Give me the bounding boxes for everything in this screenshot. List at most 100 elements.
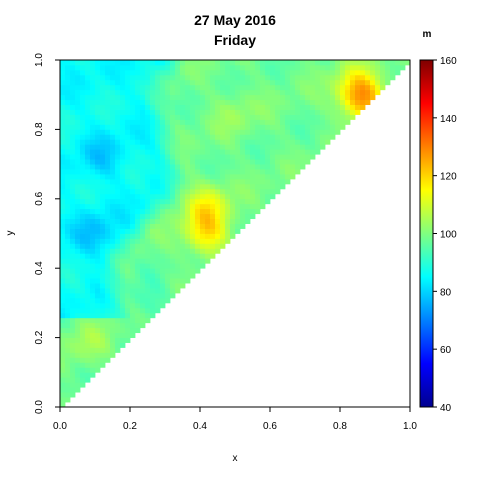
heatmap-cell [180, 238, 186, 244]
heatmap-cell [385, 74, 391, 81]
heatmap-cell [115, 332, 121, 338]
heatmap-cell [235, 213, 241, 220]
heatmap-cell [175, 134, 181, 140]
heatmap-cell [205, 119, 211, 125]
heatmap-cell [190, 218, 196, 224]
heatmap-cell [80, 322, 86, 329]
heatmap-cell [140, 79, 146, 86]
heatmap-cell [90, 327, 96, 334]
heatmap-cell [315, 124, 321, 130]
heatmap-cell [275, 79, 281, 86]
heatmap-cell [135, 69, 141, 76]
heatmap-cell [110, 258, 116, 264]
heatmap-cell [205, 104, 211, 110]
heatmap-cell [80, 253, 86, 259]
heatmap-cell [195, 134, 201, 140]
heatmap-cell [105, 297, 111, 304]
heatmap-cell [375, 74, 381, 81]
heatmap-cell [165, 183, 171, 190]
heatmap-cell [135, 193, 141, 200]
heatmap-cell [175, 84, 181, 91]
heatmap-cell [80, 74, 86, 81]
heatmap-cell [370, 60, 376, 66]
heatmap-cell [320, 94, 326, 101]
heatmap-cell [215, 159, 221, 165]
heatmap-cell [195, 223, 201, 229]
heatmap-cell [85, 139, 91, 145]
heatmap-cell [75, 139, 81, 145]
heatmap-cell [165, 258, 171, 264]
heatmap-cell [265, 84, 271, 91]
heatmap-cell [230, 79, 236, 86]
heatmap-cell [115, 89, 121, 96]
heatmap-cell [60, 198, 66, 205]
heatmap-cell [175, 278, 181, 284]
heatmap-cell [130, 223, 136, 229]
heatmap-cell [105, 74, 111, 81]
heatmap-cell [195, 188, 201, 195]
heatmap-cell [100, 119, 106, 125]
heatmap-cell [205, 178, 211, 185]
heatmap-cell [150, 263, 156, 269]
heatmap-cell [130, 79, 136, 86]
heatmap-cell [140, 174, 146, 180]
heatmap-cell [300, 119, 306, 125]
heatmap-cell [335, 109, 341, 115]
heatmap-cell [60, 178, 66, 185]
heatmap-cell [130, 60, 136, 66]
heatmap-cell [150, 253, 156, 259]
heatmap-cell [290, 79, 296, 86]
heatmap-cell [350, 114, 356, 120]
heatmap-cell [80, 114, 86, 120]
heatmap-cell [245, 178, 251, 185]
heatmap-cell [225, 139, 231, 145]
heatmap-cell [65, 228, 71, 234]
heatmap-cell [345, 114, 351, 120]
heatmap-cell [80, 104, 86, 110]
heatmap-cell [185, 268, 191, 274]
heatmap-cell [140, 228, 146, 234]
heatmap-cell [145, 169, 151, 175]
heatmap-cell [125, 89, 131, 96]
heatmap-cell [70, 233, 76, 239]
heatmap-cell [265, 79, 271, 86]
heatmap-cell [85, 283, 91, 289]
heatmap-cell [115, 84, 121, 91]
heatmap-cell [135, 139, 141, 145]
heatmap-cell [115, 223, 121, 229]
heatmap-cell [70, 312, 76, 319]
heatmap-cell [130, 278, 136, 284]
chart-title: 27 May 2016 [194, 12, 276, 28]
heatmap-cell [275, 134, 281, 140]
heatmap-cell [60, 213, 66, 220]
heatmap-cell [105, 327, 111, 334]
heatmap-cell [205, 198, 211, 205]
heatmap-cell [165, 193, 171, 200]
heatmap-cell [70, 154, 76, 160]
heatmap-cell [150, 159, 156, 165]
heatmap-cell [100, 84, 106, 91]
heatmap-cell [110, 297, 116, 304]
heatmap-cell [95, 99, 101, 106]
heatmap-cell [280, 169, 286, 175]
heatmap-cell [280, 74, 286, 81]
heatmap-cell [200, 243, 206, 249]
heatmap-cell [130, 258, 136, 264]
heatmap-cell [220, 104, 226, 110]
heatmap-cell [105, 268, 111, 274]
heatmap-cell [80, 99, 86, 106]
heatmap-cell [250, 119, 256, 125]
heatmap-cell [145, 89, 151, 96]
heatmap-cell [340, 124, 346, 130]
heatmap-cell [190, 223, 196, 229]
heatmap-cell [90, 203, 96, 210]
heatmap-cell [140, 243, 146, 249]
heatmap-cell [265, 193, 271, 200]
heatmap-cell [70, 367, 76, 373]
heatmap-cell [160, 89, 166, 96]
heatmap-cell [125, 322, 131, 329]
heatmap-cell [70, 337, 76, 343]
heatmap-cell [60, 258, 66, 264]
heatmap-cell [100, 159, 106, 165]
heatmap-cell [180, 268, 186, 274]
